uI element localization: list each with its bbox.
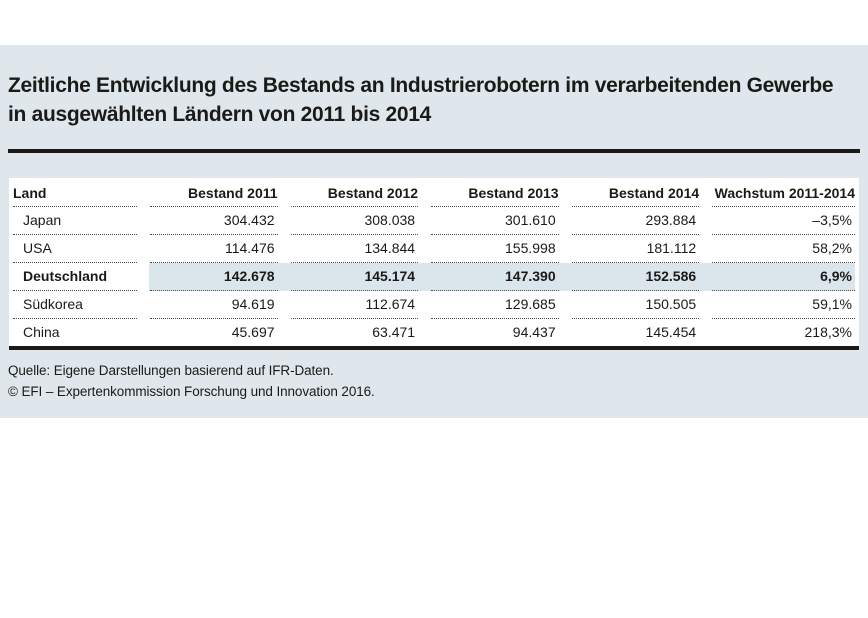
table-cell-bestand-2013: 301.610 bbox=[431, 207, 559, 235]
table-cell-wachstum: 58,2% bbox=[712, 235, 855, 263]
table-row: Japan 304.432 308.038 301.610 293.884 –3… bbox=[13, 207, 855, 235]
table-cell-bestand-2013: 94.437 bbox=[512, 324, 556, 340]
table-cell-bestand-2012: 63.471 bbox=[372, 324, 416, 340]
table-cell-bestand-2014: 181.112 bbox=[571, 235, 700, 263]
title-divider bbox=[8, 149, 860, 153]
table-cell-land: Deutschland bbox=[13, 263, 137, 291]
table-cell-land: China bbox=[23, 324, 60, 340]
table-cell-bestand-2013: 147.390 bbox=[431, 263, 559, 291]
table-cell-bestand-2012: 112.674 bbox=[290, 291, 419, 319]
table-cell-bestand-2011: 114.476 bbox=[150, 235, 278, 263]
table-cell-bestand-2014: 152.586 bbox=[571, 263, 700, 291]
figure-panel: Zeitliche Entwicklung des Bestands an In… bbox=[0, 45, 868, 418]
table-row: Deutschland 142.678 145.174 147.390 152.… bbox=[13, 263, 855, 291]
figure-title-line2: in ausgewählten Ländern von 2011 bis 201… bbox=[8, 103, 432, 126]
table-cell-bestand-2011: 94.619 bbox=[150, 291, 278, 319]
table-cell-bestand-2012: 134.844 bbox=[290, 235, 419, 263]
table-row: USA 114.476 134.844 155.998 181.112 58,2… bbox=[13, 235, 855, 263]
table-row: Südkorea 94.619 112.674 129.685 150.505 … bbox=[13, 291, 855, 319]
column-header-bestand-2012: Bestand 2012 bbox=[290, 181, 419, 207]
table-cell-bestand-2013: 155.998 bbox=[431, 235, 559, 263]
table-cell-bestand-2012: 308.038 bbox=[290, 207, 419, 235]
table-cell-bestand-2014: 293.884 bbox=[571, 207, 700, 235]
table-cell-bestand-2014: 145.454 bbox=[645, 324, 697, 340]
table-cell-land: Südkorea bbox=[13, 291, 137, 319]
table-cell-bestand-2013: 129.685 bbox=[431, 291, 559, 319]
table-cell-land: USA bbox=[13, 235, 137, 263]
column-header-wachstum: Wachstum 2011-2014 bbox=[712, 181, 855, 207]
source-note: Quelle: Eigene Darstellungen basierend a… bbox=[8, 363, 334, 378]
table-cell-wachstum: 218,3% bbox=[804, 324, 852, 340]
table-cell-bestand-2012: 145.174 bbox=[290, 263, 419, 291]
column-header-bestand-2013: Bestand 2013 bbox=[431, 181, 559, 207]
table-cell-wachstum: –3,5% bbox=[712, 207, 855, 235]
column-header-bestand-2011: Bestand 2011 bbox=[150, 181, 278, 207]
table-body: Japan 304.432 308.038 301.610 293.884 –3… bbox=[13, 207, 855, 346]
table-cell-wachstum: 6,9% bbox=[712, 263, 855, 291]
figure-footer: Quelle: Eigene Darstellungen basierend a… bbox=[8, 360, 860, 402]
data-table: Land Bestand 2011 Bestand 2012 Bestand 2… bbox=[9, 178, 859, 350]
column-header-land: Land bbox=[13, 181, 137, 207]
figure-title-line1: Zeitliche Entwicklung des Bestands an In… bbox=[8, 74, 834, 97]
table-cell-bestand-2014: 150.505 bbox=[571, 291, 700, 319]
table-row: China 45.697 63.471 94.437 145.454 218,3… bbox=[13, 319, 855, 346]
table-cell-land: Japan bbox=[13, 207, 137, 235]
column-header-bestand-2014: Bestand 2014 bbox=[571, 181, 700, 207]
table-cell-bestand-2011: 45.697 bbox=[231, 324, 275, 340]
table-cell-wachstum: 59,1% bbox=[712, 291, 855, 319]
table-header-row: Land Bestand 2011 Bestand 2012 Bestand 2… bbox=[13, 181, 855, 207]
table-cell-bestand-2011: 304.432 bbox=[150, 207, 278, 235]
table-cell-bestand-2011: 142.678 bbox=[150, 263, 278, 291]
copyright-note: © EFI – Expertenkommission Forschung und… bbox=[8, 384, 375, 399]
figure-title: Zeitliche Entwicklung des Bestands an In… bbox=[8, 45, 860, 129]
